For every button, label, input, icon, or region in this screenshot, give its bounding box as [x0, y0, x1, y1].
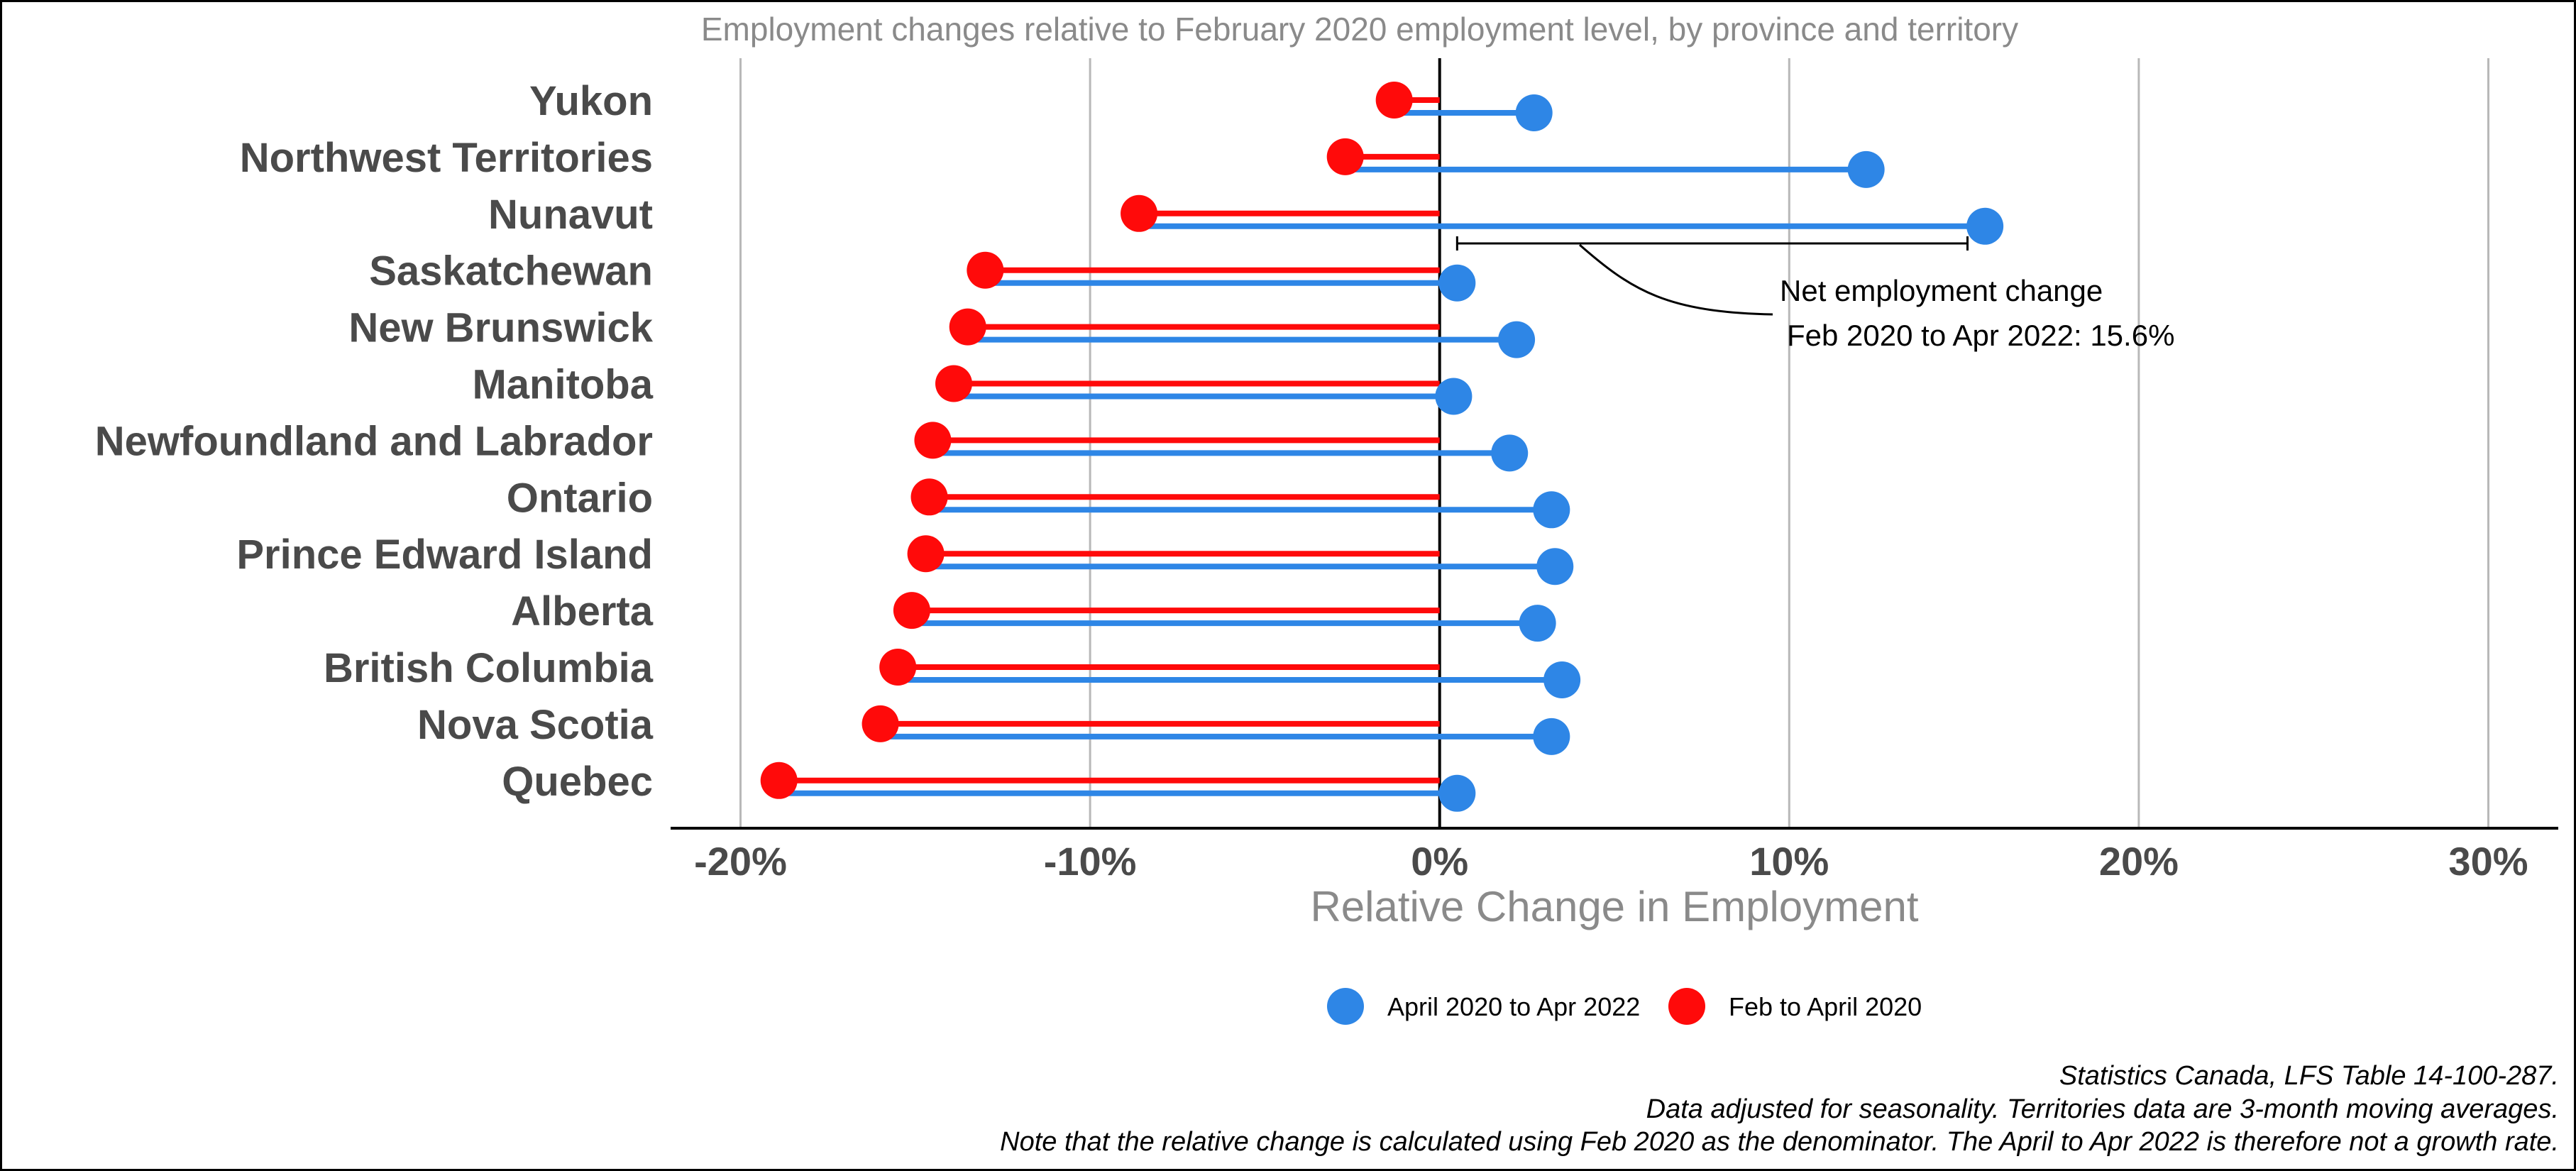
drop-point [760, 762, 798, 799]
recovery-point [1515, 94, 1553, 131]
drop-point [967, 251, 1004, 289]
legend-swatch-recovery [1327, 988, 1364, 1025]
drop-point [1121, 194, 1158, 232]
category-label: Prince Edward Island [236, 532, 653, 578]
grid-layer [739, 58, 2489, 828]
recovery-point [1519, 605, 1556, 642]
recovery-point [1543, 661, 1581, 698]
drop-point [935, 365, 972, 402]
annotation-bracket [1455, 236, 1969, 251]
drop-point [1375, 82, 1413, 119]
drop-point [910, 478, 948, 516]
source-notes: Statistics Canada, LFS Table 14-100-287.… [1000, 1061, 2559, 1157]
category-label: Quebec [502, 759, 653, 805]
recovery-point [1498, 321, 1536, 358]
drop-point [862, 705, 899, 742]
category-label: Saskatchewan [369, 248, 653, 295]
x-tick-label: -20% [694, 839, 787, 884]
category-label: Manitoba [472, 362, 653, 408]
legend-swatch-drop [1668, 988, 1705, 1025]
category-label: New Brunswick [348, 305, 653, 351]
legend-label-drop: Feb to April 2020 [1729, 992, 1922, 1021]
drop-point [879, 649, 917, 686]
drop-point [949, 308, 986, 346]
category-label: Newfoundland and Labrador [95, 418, 653, 464]
drop-point [907, 535, 945, 573]
category-label: Nova Scotia [417, 702, 654, 748]
recovery-point [1438, 264, 1476, 302]
category-label: Alberta [511, 588, 654, 634]
annotation-line-2: Feb 2020 to Apr 2022: 15.6% [1787, 319, 2174, 352]
drop-point [1326, 138, 1364, 175]
recovery-point [1847, 150, 1885, 188]
x-tick-label: 0% [1411, 839, 1468, 884]
note-source: Statistics Canada, LFS Table 14-100-287. [2059, 1061, 2559, 1091]
annotation-leader-line [1579, 243, 1773, 316]
recovery-point [1536, 548, 1574, 586]
drop-point [893, 592, 930, 630]
note-seasonality: Data adjusted for seasonality. Territori… [1646, 1094, 2559, 1124]
legend-label-recovery: April 2020 to Apr 2022 [1387, 992, 1640, 1021]
recovery-point [1491, 434, 1529, 472]
recovery-point [1435, 378, 1473, 415]
labels-layer: -20% -10% 0% 10% 20% 30% Yukon Northwest Territ… [95, 78, 2528, 884]
recovery-point [1533, 718, 1570, 755]
category-label: British Columbia [324, 645, 654, 691]
recovery-point [1966, 207, 2004, 245]
recovery-point [1438, 774, 1476, 812]
marks-layer [760, 82, 2004, 812]
chart-title: Employment changes relative to February … [701, 11, 2018, 48]
category-label: Yukon [529, 78, 653, 124]
x-tick-label: -10% [1044, 839, 1137, 884]
x-tick-label: 20% [2099, 839, 2179, 884]
drop-point [914, 422, 952, 459]
category-label: Ontario [507, 475, 653, 521]
x-tick-label: 30% [2448, 839, 2528, 884]
annotation: Net employment change Feb 2020 to Apr 20… [1455, 236, 2174, 352]
legend: April 2020 to Apr 2022 Feb to April 2020 [1327, 988, 1922, 1025]
recovery-point [1533, 491, 1570, 529]
x-axis-title: Relative Change in Employment [1310, 883, 1918, 930]
x-tick-label: 10% [1749, 839, 1829, 884]
note-denominator: Note that the relative change is calcula… [1000, 1127, 2559, 1157]
annotation-line-1: Net employment change [1780, 274, 2103, 307]
category-label: Nunavut [488, 192, 653, 238]
category-label: Northwest Territories [240, 135, 653, 181]
axis-layer [671, 58, 2558, 830]
